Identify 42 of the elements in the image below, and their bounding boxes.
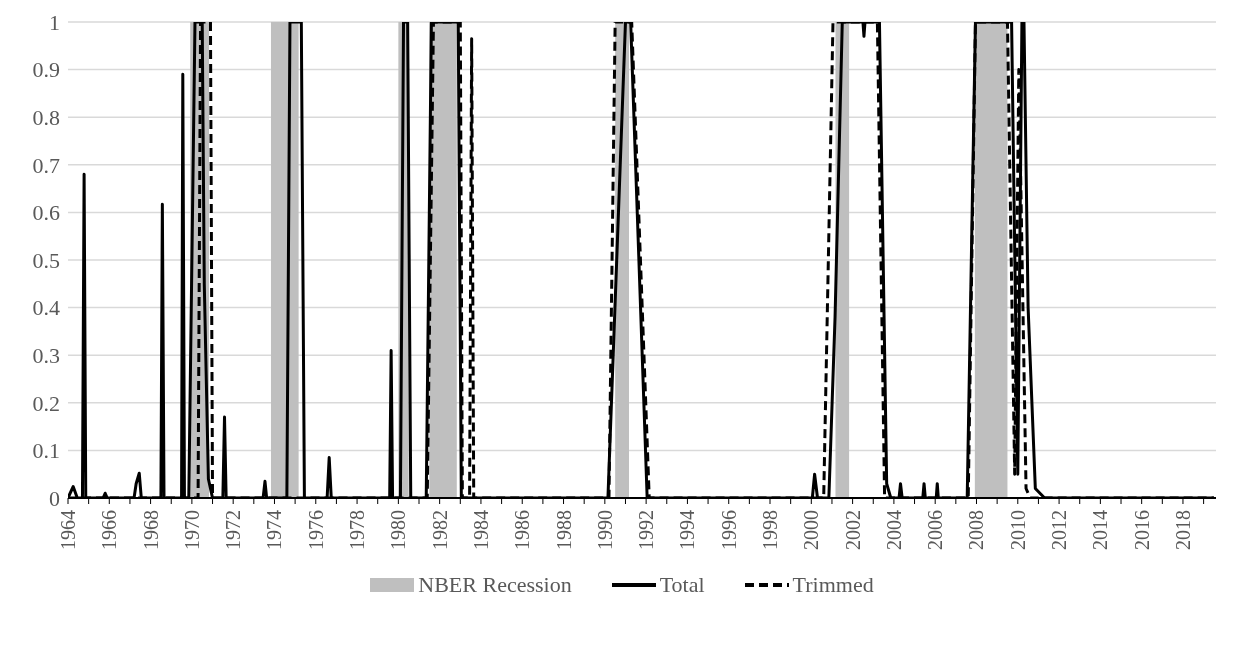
x-tick-label: 1976 (304, 510, 327, 550)
x-tick-label: 2006 (924, 510, 947, 550)
y-tick-label: 0.4 (32, 295, 60, 321)
x-tick-label: 2000 (800, 510, 823, 550)
x-tick-label: 2014 (1089, 510, 1112, 550)
y-tick-label: 1 (49, 9, 60, 35)
x-tick-label: 1988 (552, 510, 575, 550)
y-tick-label: 0.7 (32, 152, 60, 178)
x-tick-label: 1990 (593, 510, 616, 550)
x-tick-label: 1980 (387, 510, 410, 550)
x-tick-label: 1998 (759, 510, 782, 550)
x-tick-label: 2016 (1130, 510, 1153, 550)
x-tick-label: 1996 (717, 510, 740, 550)
x-tick-label: 1986 (511, 510, 534, 550)
x-tick-label: 2012 (1048, 510, 1071, 550)
x-tick-label: 1978 (346, 510, 369, 550)
x-tick-label: 1984 (469, 510, 492, 550)
x-tick-label: 1982 (428, 510, 451, 550)
x-tick-label: 2010 (1006, 510, 1029, 550)
legend-label: Total (659, 572, 705, 598)
x-tick-label: 1966 (98, 510, 121, 550)
y-tick-label: 0 (49, 485, 60, 511)
y-tick-label: 0.1 (32, 438, 60, 464)
y-tick-label: 0.9 (32, 57, 60, 83)
x-tick-label: 1970 (180, 510, 203, 550)
x-tick-label: 2018 (1171, 510, 1194, 550)
x-tick-label: 1992 (635, 510, 658, 550)
x-tick-label: 2004 (882, 510, 905, 550)
x-tick-label: 1968 (139, 510, 162, 550)
x-tick-label: 1974 (263, 510, 286, 550)
x-tick-label: 1994 (676, 510, 699, 550)
x-tick-label: 1972 (222, 510, 245, 550)
x-tick-label: 2008 (965, 510, 988, 550)
legend-label: Trimmed (792, 572, 874, 598)
y-tick-label: 0.6 (32, 200, 60, 226)
y-tick-label: 0.2 (32, 390, 60, 416)
y-tick-label: 0.3 (32, 343, 60, 369)
x-tick-label: 1964 (57, 510, 79, 550)
x-tick-label: 2002 (841, 510, 864, 550)
y-tick-label: 0.8 (32, 105, 60, 131)
y-tick-label: 0.5 (32, 247, 60, 273)
legend-label: NBER Recession (418, 572, 572, 598)
